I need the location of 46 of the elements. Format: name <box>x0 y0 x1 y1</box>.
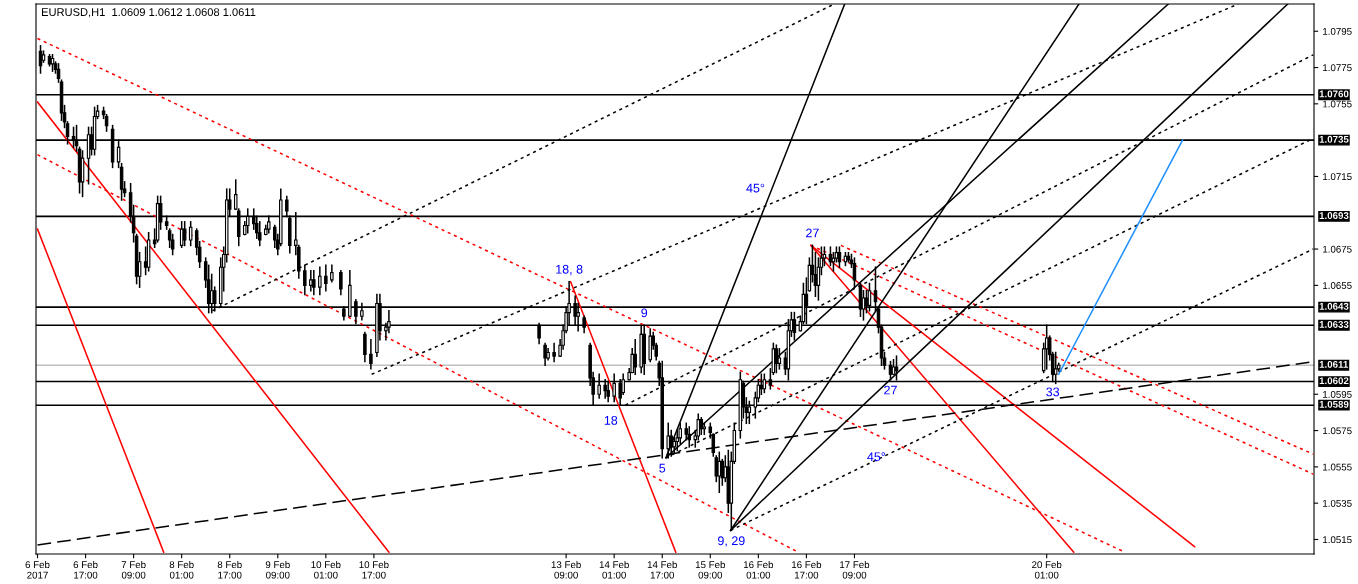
ref-line-label: 1.0735 <box>1319 135 1349 143</box>
x-tick-label: 15 Feb 09:00 <box>695 560 726 579</box>
x-tick-label: 17 Feb 09:00 <box>840 560 870 579</box>
annotation: 45° <box>746 183 765 193</box>
y-tick-label: 1.0675 <box>1323 245 1352 253</box>
annotation: 45° <box>867 452 886 462</box>
ref-line-label: 1.0602 <box>1319 377 1349 385</box>
annotation: 5 <box>659 463 666 473</box>
x-tick-label: 10 Feb 17:00 <box>359 560 389 579</box>
annotation: 18 <box>604 416 618 425</box>
x-tick-label: 8 Feb 17:00 <box>217 560 242 579</box>
y-tick-label: 1.0755 <box>1323 100 1352 108</box>
x-tick-label: 14 Feb 01:00 <box>599 560 629 579</box>
ref-line-label: 1.0693 <box>1319 212 1349 219</box>
chart-title: EURUSD,H1 1.0609 1.0612 1.0608 1.0611 <box>42 8 256 18</box>
y-tick-label: 1.0555 <box>1323 463 1352 471</box>
x-tick-label: 9 Feb 09:00 <box>265 560 290 579</box>
y-tick-label: 1.0515 <box>1323 536 1352 544</box>
x-tick-label: 16 Feb 17:00 <box>792 560 822 579</box>
annotation: 9, 29 <box>718 536 745 547</box>
x-tick-label: 13 Feb 09:00 <box>551 560 581 579</box>
annotation: 27 <box>806 228 819 238</box>
ref-line-label: 1.0611 <box>1319 360 1349 368</box>
x-tick-label: 10 Feb 01:00 <box>311 560 341 579</box>
x-tick-label: 14 Feb 17:00 <box>647 560 677 579</box>
ref-line-label: 1.0633 <box>1319 321 1349 328</box>
y-tick-label: 1.0575 <box>1323 427 1352 435</box>
annotation: 27 <box>884 385 897 395</box>
ref-line-label: 1.0589 <box>1319 400 1349 408</box>
y-tick-label: 1.0795 <box>1323 27 1352 35</box>
ref-line-label: 1.0760 <box>1319 90 1349 98</box>
y-tick-label: 1.0535 <box>1323 499 1352 507</box>
ref-line-label: 1.0643 <box>1319 302 1349 310</box>
y-tick-label: 1.0595 <box>1323 391 1352 398</box>
x-tick-label: 6 Feb 17:00 <box>73 560 98 579</box>
x-tick-label: 7 Feb 09:00 <box>121 560 146 579</box>
y-tick-label: 1.0775 <box>1323 64 1352 72</box>
x-tick-label: 20 Feb 01:00 <box>1032 560 1062 579</box>
x-tick-label: 16 Feb 01:00 <box>743 560 774 579</box>
x-tick-label: 6 Feb 2017 <box>25 560 50 579</box>
y-tick-label: 1.0655 <box>1323 282 1352 289</box>
annotation: 33 <box>1046 387 1060 397</box>
y-tick-label: 1.0715 <box>1323 173 1352 181</box>
annotation: 18, 8 <box>556 264 583 276</box>
x-tick-label: 8 Feb 01:00 <box>169 560 194 579</box>
annotation: 9 <box>641 308 648 318</box>
